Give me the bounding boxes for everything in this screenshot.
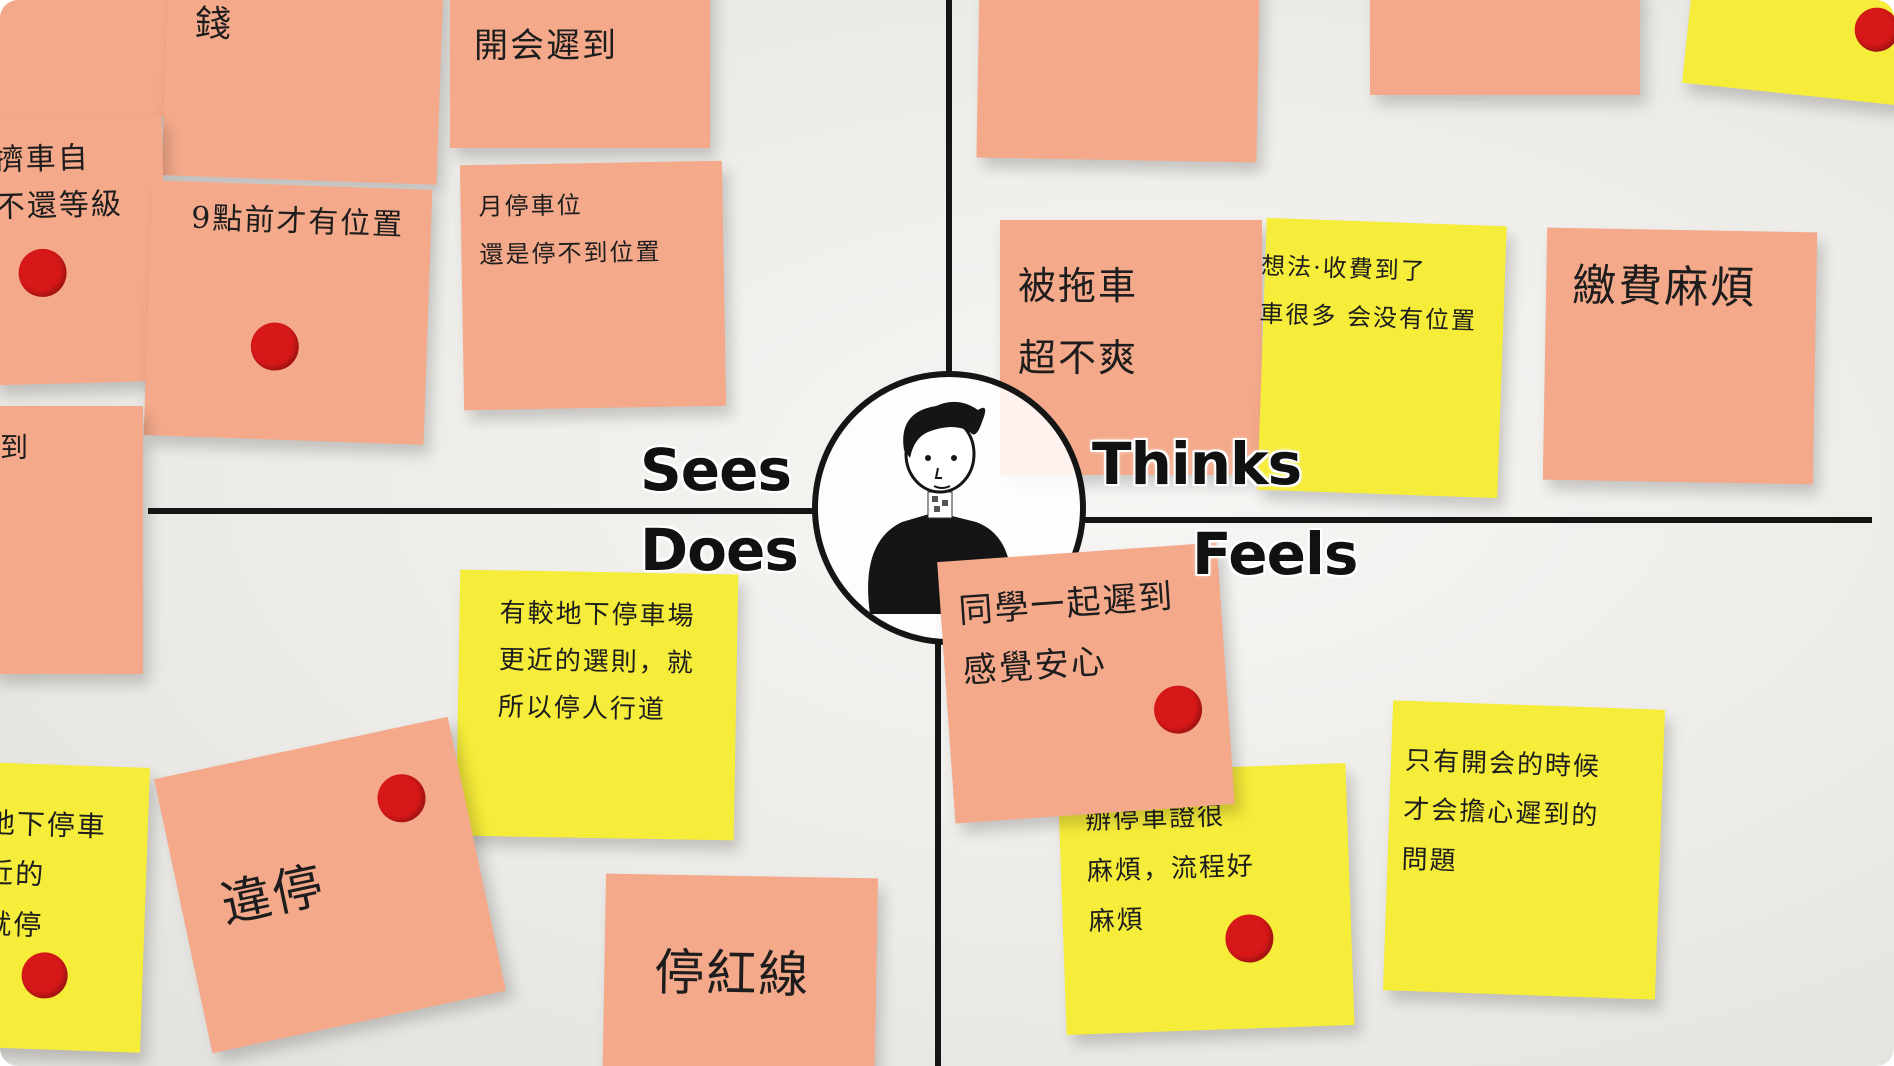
sticky-note-text: 錢 bbox=[194, 3, 234, 46]
sticky-note-text: 違停 bbox=[215, 855, 330, 935]
sticky-note-text: 開会遲到 bbox=[474, 26, 618, 66]
red-voting-dot bbox=[1152, 684, 1204, 736]
sticky-note-text: 同學一起遲到 感覺安心 bbox=[957, 576, 1176, 692]
horizontal-divider-left bbox=[148, 508, 818, 514]
sticky-note: 9點前才有位置 bbox=[143, 180, 433, 445]
quadrant-label-does: Does bbox=[640, 516, 799, 584]
sticky-note: 只有開会的時候 才会擔心遲到的 問題 bbox=[1383, 700, 1665, 1000]
sticky-note: 停紅線 bbox=[602, 873, 878, 1066]
red-voting-dot bbox=[373, 769, 430, 827]
red-voting-dot bbox=[249, 321, 300, 372]
quadrant-label-sees: Sees bbox=[640, 436, 792, 504]
sticky-note-text: 月停車位 還是停不到位置 bbox=[478, 191, 662, 269]
sticky-note bbox=[1370, 0, 1640, 95]
sticky-note: 繳費麻煩 bbox=[1542, 227, 1818, 485]
sticky-note-text: 停紅線 bbox=[653, 943, 811, 1005]
sticky-note-text: 繳費麻煩 bbox=[1571, 260, 1757, 315]
red-voting-dot bbox=[17, 248, 68, 298]
sticky-note: 擠車自 不還等級 bbox=[0, 115, 169, 386]
sticky-note bbox=[1682, 0, 1894, 107]
sticky-note-text: 9點前才有位置 bbox=[190, 200, 405, 243]
sticky-note-text: 被拖車 超不爽 bbox=[1018, 264, 1139, 381]
quadrant-label-feels: Feels bbox=[1192, 520, 1358, 588]
sticky-note: 違停 bbox=[154, 716, 506, 1054]
sticky-note: 遲到 bbox=[0, 406, 143, 674]
sticky-note-text: 有較地下停車場 更近的選則，就 所以停人行道 bbox=[497, 598, 696, 725]
red-voting-dot bbox=[20, 951, 69, 1000]
sticky-note-text: 想法·收費到了 車很多 会没有位置 bbox=[1258, 251, 1478, 336]
sticky-note: 錢 bbox=[161, 0, 444, 185]
sticky-note-text: 擠車自 不還等級 bbox=[0, 140, 124, 225]
red-voting-dot bbox=[1224, 913, 1275, 964]
sticky-note bbox=[976, 0, 1260, 163]
sticky-note-text: 地下停車 近的 就停 bbox=[0, 806, 108, 943]
sticky-note: 同學一起遲到 感覺安心 bbox=[937, 542, 1235, 824]
horizontal-divider-right bbox=[1082, 517, 1872, 523]
sticky-note-text: 只有開会的時候 才会擔心遲到的 問題 bbox=[1401, 745, 1602, 877]
sticky-note: 月停車位 還是停不到位置 bbox=[459, 160, 727, 411]
sticky-note-text: 遲到 bbox=[0, 431, 31, 464]
vertical-divider-top bbox=[946, 0, 952, 376]
sticky-note: 有較地下停車場 更近的選則，就 所以停人行道 bbox=[455, 569, 739, 841]
vertical-divider-bottom bbox=[935, 640, 941, 1066]
sticky-note bbox=[0, 0, 173, 124]
red-voting-dot bbox=[1852, 5, 1894, 54]
sticky-note: 地下停車 近的 就停 bbox=[0, 762, 150, 1053]
sticky-note: 開会遲到 bbox=[450, 0, 710, 148]
quadrant-label-thinks: Thinks bbox=[1092, 430, 1302, 498]
